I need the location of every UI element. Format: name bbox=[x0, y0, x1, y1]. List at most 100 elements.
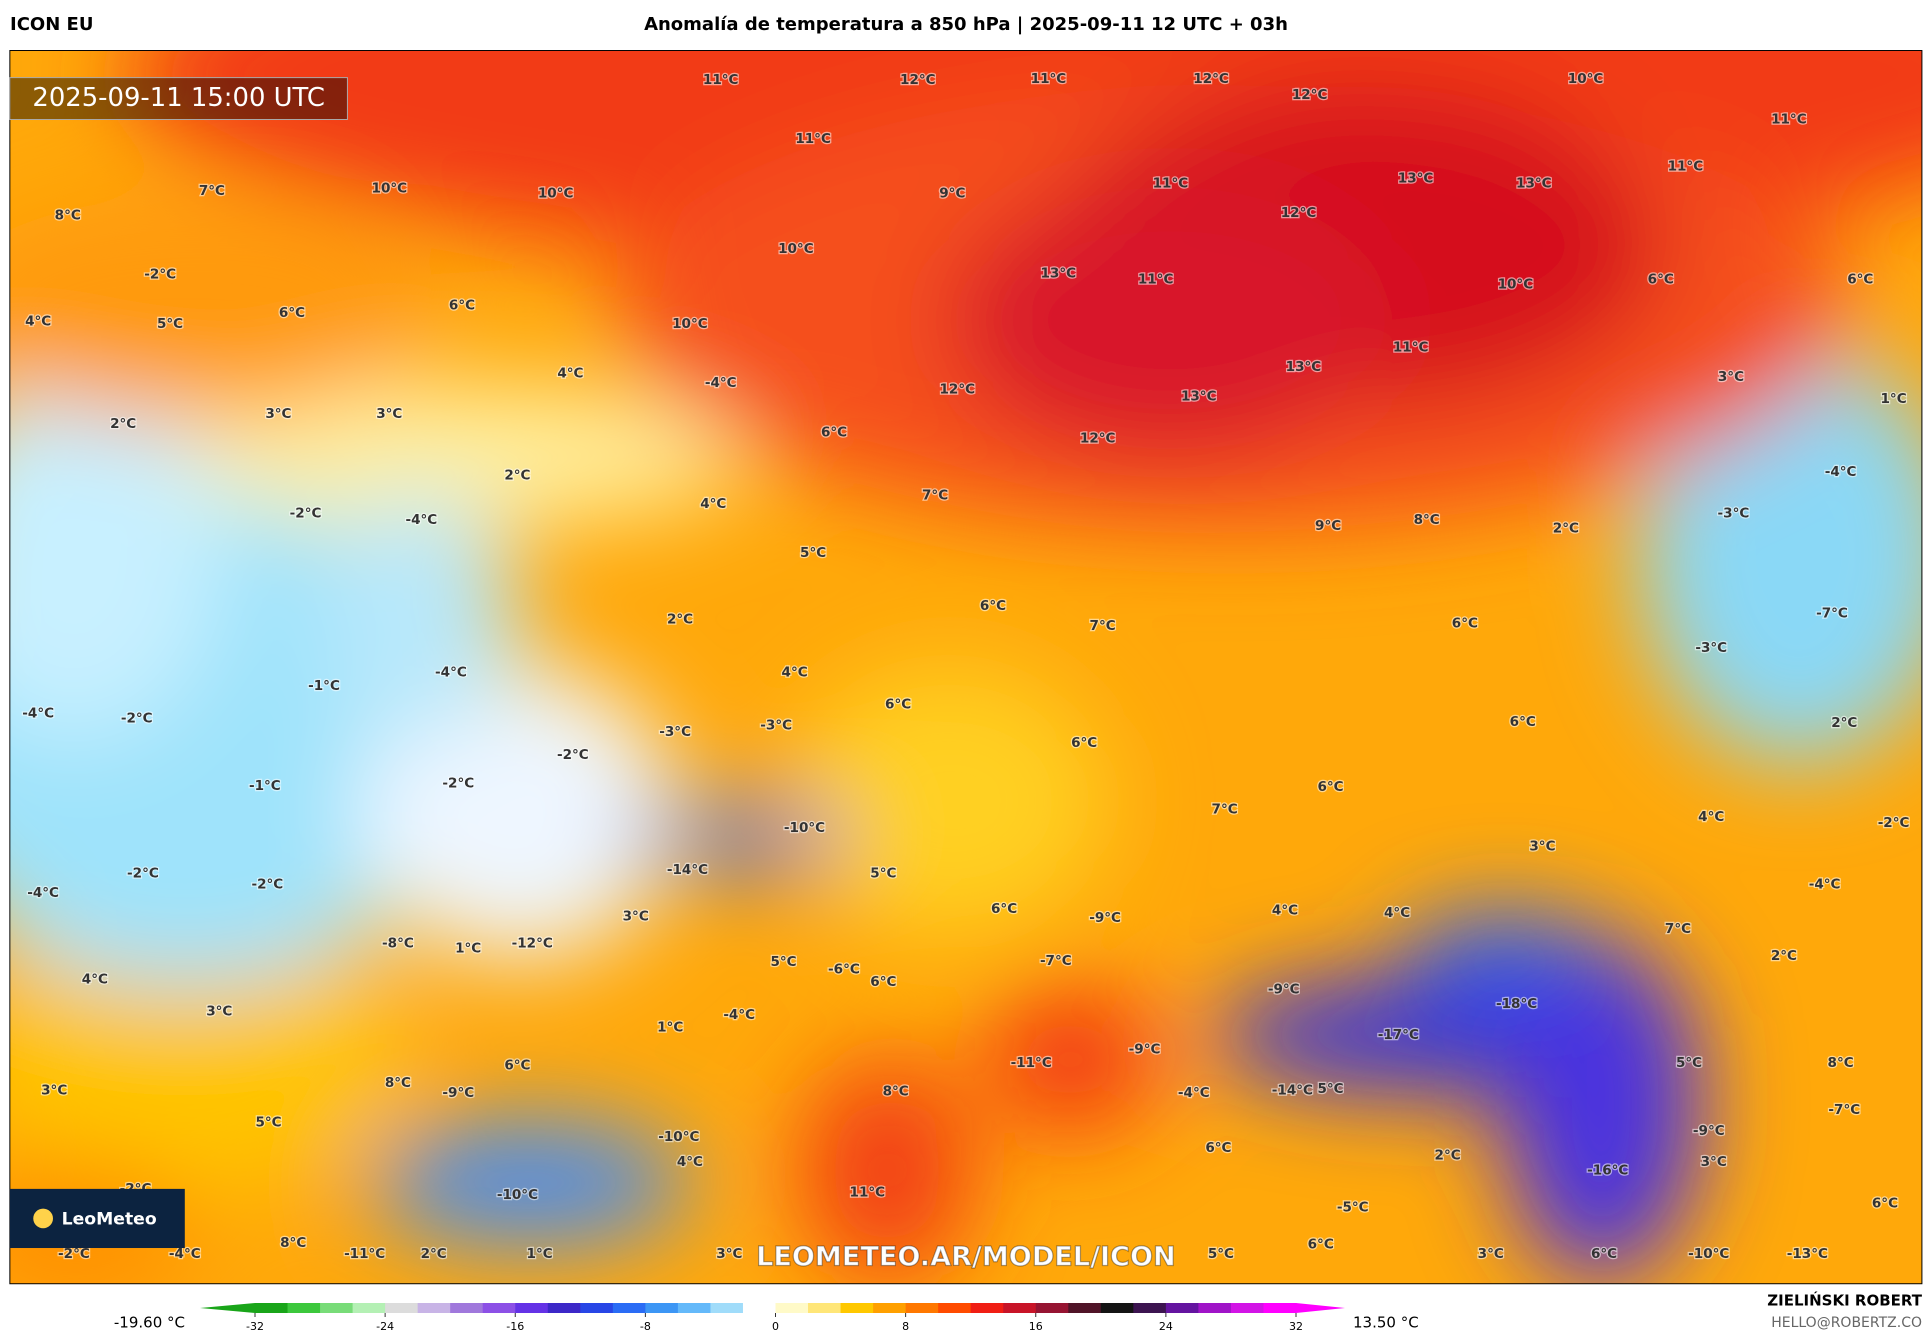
temperature-label: -8°C bbox=[382, 936, 414, 952]
temperature-label: 11°C bbox=[850, 1185, 886, 1201]
colorbar-segment bbox=[645, 1303, 679, 1313]
temperature-label: -11°C bbox=[344, 1246, 385, 1262]
temperature-label: 12°C bbox=[939, 381, 975, 397]
temperature-label: -9°C bbox=[1268, 981, 1300, 997]
temperature-label: 2°C bbox=[1435, 1148, 1461, 1164]
colorbar-tick-label: -24 bbox=[376, 1320, 394, 1333]
colorbar-tick-label: 0 bbox=[772, 1320, 779, 1333]
temperature-label: 11°C bbox=[1393, 339, 1429, 355]
temperature-label: 2°C bbox=[504, 468, 530, 484]
colorbar-segment bbox=[742, 1303, 776, 1313]
colorbar-segment bbox=[515, 1303, 549, 1313]
temperature-label: -4°C bbox=[1809, 877, 1841, 893]
temperature-label: 6°C bbox=[1308, 1236, 1334, 1252]
colorbar-segment bbox=[1165, 1303, 1199, 1313]
temperature-label: 3°C bbox=[1478, 1246, 1504, 1262]
temperature-label: -9°C bbox=[442, 1085, 474, 1101]
temperature-label: 2°C bbox=[667, 612, 693, 628]
temperature-label: 11°C bbox=[1031, 71, 1067, 87]
temperature-label: 5°C bbox=[870, 865, 896, 881]
colorbar-tick-label: 24 bbox=[1159, 1320, 1173, 1333]
temperature-label: -2°C bbox=[442, 776, 474, 792]
temperature-label: -10°C bbox=[497, 1187, 538, 1203]
temperature-label: 10°C bbox=[538, 185, 574, 201]
temperature-label: 1°C bbox=[455, 941, 481, 957]
colorbar-segment bbox=[938, 1303, 972, 1313]
temperature-label: 4°C bbox=[677, 1154, 703, 1170]
temperature-label: 10°C bbox=[778, 241, 814, 257]
temperature-label: -2°C bbox=[121, 710, 153, 726]
temperature-label: -16°C bbox=[1587, 1162, 1628, 1178]
colorbar-tick-label: 8 bbox=[902, 1320, 909, 1333]
temperature-label: 3°C bbox=[376, 406, 402, 422]
colorbar-segment bbox=[385, 1303, 419, 1313]
temperature-label: -2°C bbox=[251, 877, 283, 893]
temperature-label: -3°C bbox=[760, 718, 792, 734]
temperature-label: -7°C bbox=[1816, 606, 1848, 622]
temperature-label: 6°C bbox=[504, 1058, 530, 1074]
colorbar-segment bbox=[320, 1303, 354, 1313]
colorbar-segment bbox=[1230, 1303, 1264, 1313]
timestamp-box bbox=[9, 77, 348, 120]
colorbar: -32 -24 -16 -8 0 8 16 24 32 bbox=[200, 1303, 1345, 1333]
temperature-label: 1°C bbox=[657, 1019, 683, 1035]
temperature-label: -10°C bbox=[1688, 1246, 1729, 1262]
temperature-label: 8°C bbox=[883, 1084, 909, 1100]
colorbar-segment bbox=[1068, 1303, 1102, 1313]
temperature-label: -1°C bbox=[308, 678, 340, 694]
temperature-label: 8°C bbox=[1828, 1055, 1854, 1071]
temperature-label: -4°C bbox=[435, 665, 467, 681]
temperature-label: -4°C bbox=[1178, 1085, 1210, 1101]
temperature-label: 6°C bbox=[991, 901, 1017, 917]
temperature-label: 3°C bbox=[716, 1246, 742, 1262]
temperature-label: 12°C bbox=[1080, 431, 1116, 447]
temperature-label: 2°C bbox=[1771, 948, 1797, 964]
model-name: ICON EU bbox=[10, 14, 93, 35]
temperature-label: -14°C bbox=[1272, 1082, 1313, 1098]
temperature-label: 4°C bbox=[1698, 809, 1724, 825]
temperature-label: -3°C bbox=[1695, 640, 1727, 656]
temperature-label: 2°C bbox=[1831, 715, 1857, 731]
temperature-label: -3°C bbox=[659, 724, 691, 740]
temperature-label: -4°C bbox=[705, 375, 737, 391]
temperature-label: -11°C bbox=[1011, 1055, 1052, 1071]
temperature-label: 6°C bbox=[1510, 714, 1536, 730]
temperature-label: 10°C bbox=[1498, 277, 1534, 293]
temperature-label: 2°C bbox=[110, 416, 136, 432]
temperature-label: 11°C bbox=[1668, 158, 1704, 174]
temperature-label: 3°C bbox=[623, 909, 649, 925]
temperature-label: 8°C bbox=[280, 1235, 306, 1251]
colorbar-segment bbox=[775, 1303, 809, 1313]
temperature-label: -18°C bbox=[1496, 996, 1537, 1012]
colorbar-segment bbox=[710, 1303, 744, 1313]
temperature-label: 4°C bbox=[82, 971, 108, 987]
temperature-label: 5°C bbox=[1317, 1081, 1343, 1097]
temperature-label: -2°C bbox=[557, 747, 589, 763]
temperature-label: 6°C bbox=[821, 424, 847, 440]
temperature-label: -3°C bbox=[1718, 506, 1750, 522]
temperature-label: 13°C bbox=[1040, 266, 1076, 282]
temperature-label: 4°C bbox=[700, 496, 726, 512]
temperature-label: 5°C bbox=[1208, 1246, 1234, 1262]
colorbar-segment bbox=[873, 1303, 907, 1313]
author: ZIELIŃSKI ROBERT bbox=[1767, 1291, 1922, 1310]
temperature-label: 3°C bbox=[265, 406, 291, 422]
temperature-label: -2°C bbox=[144, 267, 176, 283]
title: Anomalía de temperatura a 850 hPa | 2025… bbox=[644, 14, 1288, 35]
temperature-label: 13°C bbox=[1286, 359, 1322, 375]
temperature-label: 6°C bbox=[870, 974, 896, 990]
temperature-label: 6°C bbox=[1317, 779, 1343, 795]
temperature-label: -2°C bbox=[1878, 815, 1910, 831]
colorbar-segment bbox=[580, 1303, 614, 1313]
temperature-label: 5°C bbox=[157, 316, 183, 332]
temperature-label: 5°C bbox=[255, 1114, 281, 1130]
temperature-label: 5°C bbox=[1676, 1055, 1702, 1071]
temperature-label: 6°C bbox=[279, 305, 305, 321]
colorbar-segment bbox=[905, 1303, 939, 1313]
temperature-label: -10°C bbox=[658, 1129, 699, 1145]
colorbar-tick-label: 16 bbox=[1029, 1320, 1043, 1333]
colorbar-segment bbox=[1003, 1303, 1037, 1313]
email: HELLO@ROBERTZ.CO bbox=[1771, 1315, 1922, 1331]
temperature-label: 6°C bbox=[885, 697, 911, 713]
colorbar-end bbox=[200, 1303, 255, 1313]
